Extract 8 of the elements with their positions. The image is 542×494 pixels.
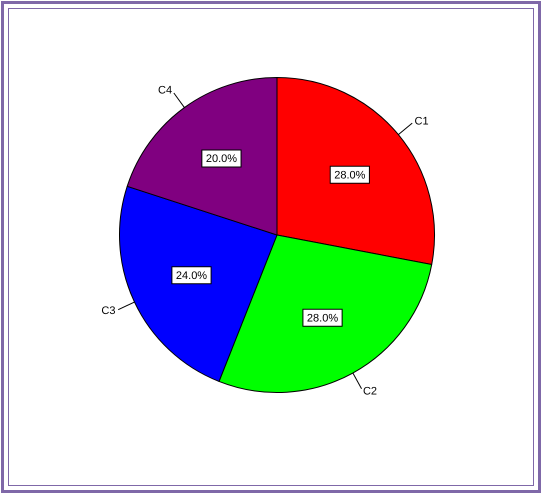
data-label: 24.0% <box>176 270 208 282</box>
slice-label: C3 <box>101 305 116 318</box>
data-label: 20.0% <box>206 153 238 166</box>
data-label: 28.0% <box>306 312 338 324</box>
slice-label: C1 <box>414 115 429 128</box>
slice-label: C4 <box>158 84 172 97</box>
slice-label: C2 <box>362 385 378 398</box>
data-label: 28.0% <box>334 169 366 182</box>
